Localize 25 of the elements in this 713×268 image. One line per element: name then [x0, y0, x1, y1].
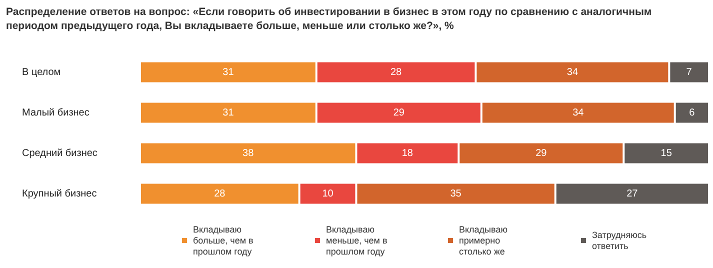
y-tick-label: В целом — [22, 66, 61, 78]
data-label: 27 — [626, 188, 638, 200]
data-label: 35 — [450, 188, 462, 200]
y-tick-label: Крупный бизнес — [22, 188, 97, 200]
legend-label: Вкладываю меньше, чем в прошлом году — [326, 224, 390, 256]
data-label: 34 — [566, 66, 578, 78]
legend-label: Затрудняюсь ответить — [592, 230, 650, 251]
data-label: 29 — [393, 107, 405, 118]
data-label: 15 — [660, 148, 672, 159]
data-label: 34 — [572, 107, 584, 118]
data-label: 29 — [536, 148, 548, 159]
y-tick-label: Малый бизнес — [22, 107, 90, 118]
data-label: 10 — [322, 188, 334, 200]
data-label: 31 — [222, 107, 234, 118]
data-label: 18 — [402, 148, 414, 159]
legend-label: Вкладываю больше, чем в прошлом году — [193, 224, 256, 256]
y-tick-label: Средний бизнес — [22, 148, 98, 159]
data-label: 7 — [686, 66, 692, 78]
data-label: 28 — [214, 188, 226, 200]
chart-title: Распределение ответов на вопрос: «Если говорить об инвестировании в бизнес в этом году по сравнению с аналогичным периодом предыдущего года, Вы вкладываете больше, меньше или столько же?», % — [5, 5, 653, 34]
legend-label: Вкладываю примерно столько же — [459, 224, 510, 256]
data-label: 38 — [242, 148, 254, 159]
data-label: 6 — [689, 107, 696, 118]
data-label: 31 — [222, 66, 234, 78]
data-label: 28 — [390, 66, 402, 78]
